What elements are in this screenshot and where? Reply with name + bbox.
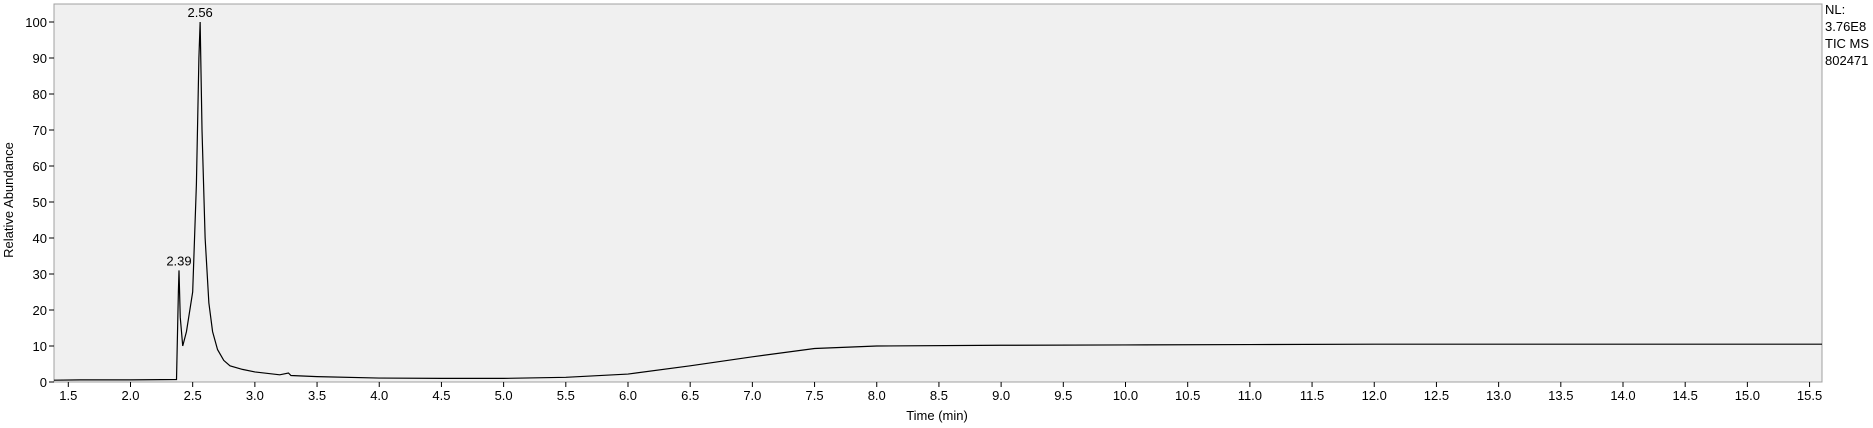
y-tick-label: 60 — [33, 159, 47, 174]
x-tick-label: 1.5 — [59, 388, 77, 403]
x-tick-label: 7.5 — [806, 388, 824, 403]
trace — [53, 21, 1822, 381]
y-tick-label: 30 — [33, 267, 47, 282]
x-tick-label: 4.5 — [432, 388, 450, 403]
y-tick-label: 90 — [33, 51, 47, 66]
x-tick-label: 12.0 — [1362, 388, 1387, 403]
info-label: NL: — [1825, 2, 1845, 17]
x-tick-label: 6.5 — [681, 388, 699, 403]
x-tick-label: 7.0 — [743, 388, 761, 403]
x-tick-label: 6.0 — [619, 388, 637, 403]
plot-area — [53, 3, 1823, 383]
y-tick-label: 70 — [33, 123, 47, 138]
x-tick-label: 11.5 — [1300, 388, 1324, 403]
peak-label: 2.56 — [187, 5, 212, 20]
y-tick-label: 100 — [25, 15, 47, 30]
x-tick-label: 5.0 — [495, 388, 513, 403]
y-tick-label: 40 — [33, 231, 47, 246]
x-tick-label: 5.5 — [557, 388, 575, 403]
x-axis-title: Time (min) — [906, 408, 968, 423]
x-tick-label: 14.0 — [1610, 388, 1635, 403]
x-tick-label: 13.5 — [1548, 388, 1573, 403]
x-tick-label: 9.0 — [992, 388, 1010, 403]
x-tick-label: 11.0 — [1238, 388, 1262, 403]
x-tick-label: 15.0 — [1735, 388, 1760, 403]
x-tick-label: 2.5 — [184, 388, 202, 403]
x-tick-label: 3.0 — [246, 388, 264, 403]
x-tick-label: 15.5 — [1797, 388, 1822, 403]
y-axis-title: Relative Abundance — [1, 142, 16, 258]
x-tick-label: 12.5 — [1424, 388, 1449, 403]
y-tick-label: 10 — [33, 339, 47, 354]
x-tick-label: 9.5 — [1054, 388, 1072, 403]
x-tick-label: 8.0 — [868, 388, 886, 403]
y-tick-label: 80 — [33, 87, 47, 102]
x-tick-label: 8.5 — [930, 388, 948, 403]
x-tick-label: 3.5 — [308, 388, 326, 403]
x-tick-label: 10.0 — [1113, 388, 1138, 403]
x-tick-label: 10.5 — [1175, 388, 1200, 403]
y-tick-label: 0 — [40, 375, 47, 390]
x-tick-label: 4.0 — [370, 388, 388, 403]
info-label: 802471 — [1825, 53, 1868, 68]
info-label: TIC MS — [1825, 36, 1869, 51]
y-tick-label: 50 — [33, 195, 47, 210]
info-label: 3.76E8 — [1825, 19, 1866, 34]
x-tick-label: 2.0 — [121, 388, 139, 403]
y-tick-label: 20 — [33, 303, 47, 318]
x-tick-label: 14.5 — [1673, 388, 1698, 403]
peak-label: 2.39 — [166, 253, 191, 268]
x-tick-label: 13.0 — [1486, 388, 1511, 403]
